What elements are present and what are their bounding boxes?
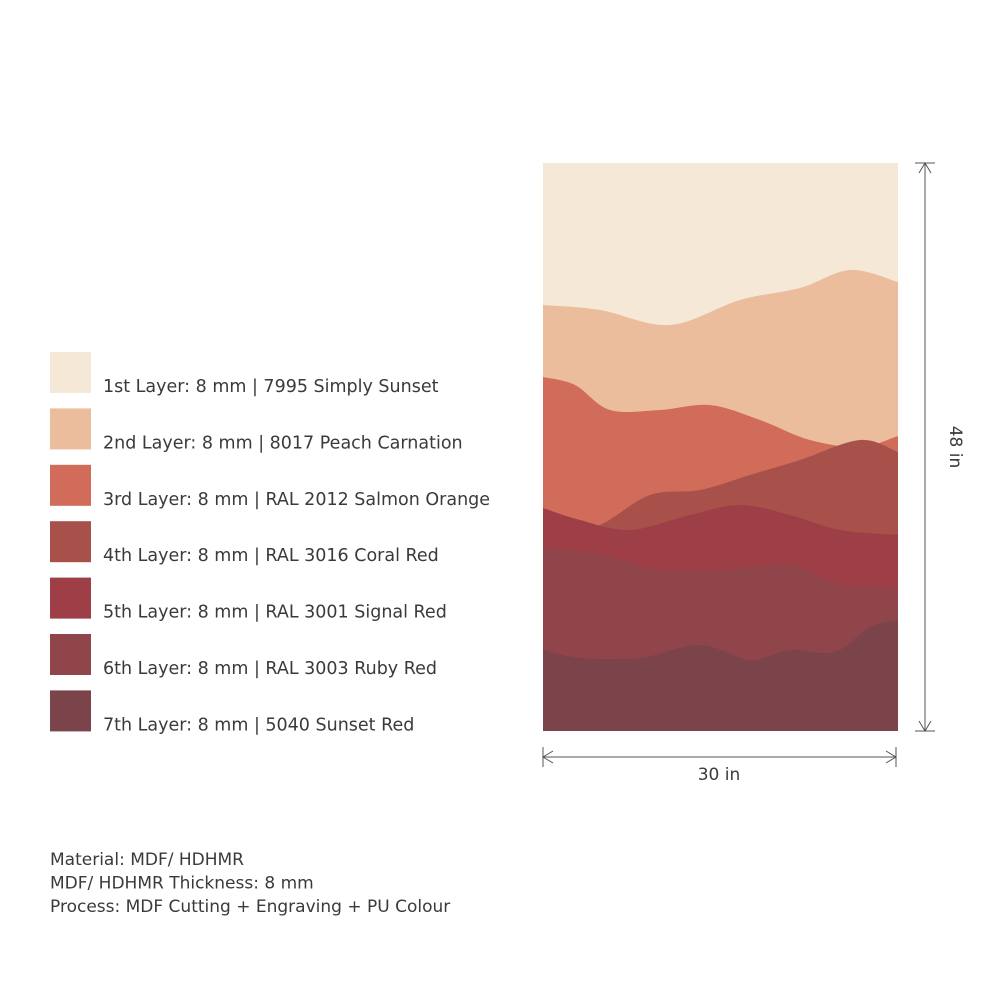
swatch: [50, 408, 91, 450]
layer-label: 6th Layer: 8 mm | RAL 3003 Ruby Red: [103, 659, 437, 679]
layer-legend: 1st Layer: 8 mm | 7995 Simply Sunset 2nd …: [50, 352, 490, 735]
layer-label: 3rd Layer: 8 mm | RAL 2012 Salmon Orange: [103, 490, 490, 510]
layer-label: 5th Layer: 8 mm | RAL 3001 Signal Red: [103, 603, 447, 623]
spec-line: Process: MDF Cutting + Engraving + PU Co…: [50, 897, 450, 917]
dimension-arrows: [542, 750, 897, 764]
width-dimension: 30 in: [542, 747, 897, 785]
specs: Material: MDF/ HDHMR MDF/ HDHMR Thickness…: [50, 850, 450, 917]
swatch: [50, 634, 91, 675]
swatch: [50, 577, 91, 619]
layer-label: 4th Layer: 8 mm | RAL 3016 Coral Red: [103, 546, 439, 566]
swatch: [50, 464, 91, 506]
art-layer: [543, 620, 898, 731]
height-dimension: 48 in: [915, 162, 965, 732]
spec-line: MDF/ HDHMR Thickness: 8 mm: [50, 874, 314, 894]
dimension-arrows: [918, 162, 932, 732]
spec-line: Material: MDF/ HDHMR: [50, 850, 244, 870]
height-label: 48 in: [945, 426, 965, 469]
layer-label: 7th Layer: 8 mm | 5040 Sunset Red: [103, 715, 414, 735]
width-label: 30 in: [698, 765, 741, 785]
layer-label: 2nd Layer: 8 mm | 8017 Peach Carnation: [103, 433, 463, 453]
swatch: [50, 521, 91, 563]
artwork: [543, 163, 898, 731]
swatch: [50, 690, 91, 732]
layer-label: 1st Layer: 8 mm | 7995 Simply Sunset: [103, 377, 439, 397]
swatch: [50, 352, 91, 393]
